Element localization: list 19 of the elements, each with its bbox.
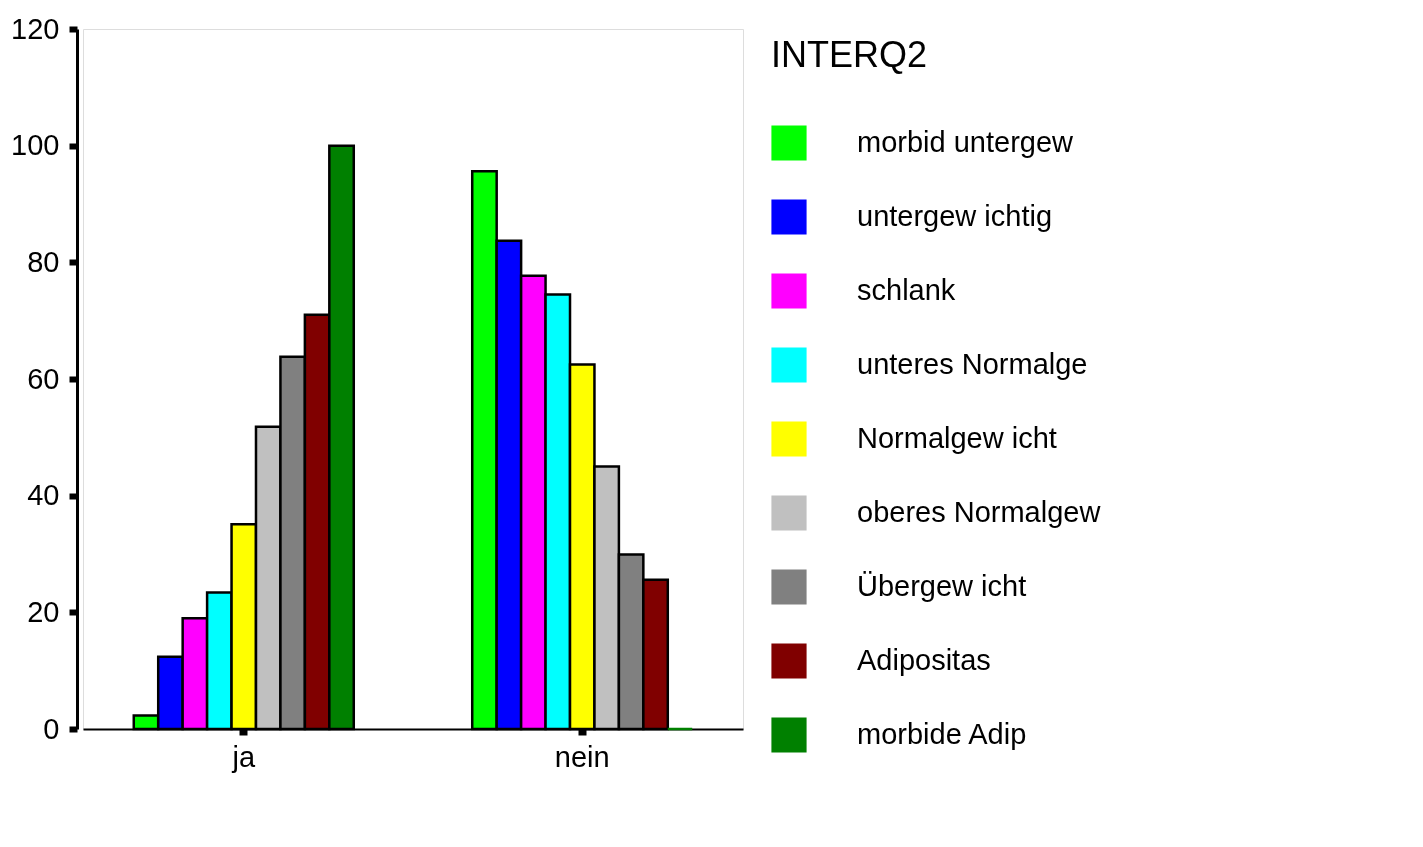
- legend-label: untergew ichtig: [857, 200, 1053, 232]
- legend-label: schlank: [857, 274, 956, 306]
- legend-label: Adipositas: [857, 644, 991, 676]
- y-tick-label: 60: [27, 362, 60, 395]
- legend-label: Übergew icht: [857, 570, 1027, 602]
- y-tick-label: 120: [11, 12, 60, 45]
- legend-label: oberes Normalgew: [857, 496, 1102, 528]
- y-tick-label: 80: [27, 245, 60, 278]
- y-tick-label: 40: [27, 479, 60, 512]
- x-tick-label: nein: [554, 740, 610, 773]
- legend-label: unteres Normalge: [857, 348, 1088, 380]
- y-tick-label: 0: [43, 712, 60, 745]
- legend-label: Normalgew icht: [857, 422, 1057, 454]
- x-tick-label: ja: [231, 740, 256, 773]
- legend-title: INTERQ2: [771, 34, 928, 75]
- y-tick-label: 20: [27, 595, 60, 628]
- legend-label: morbide Adip: [857, 718, 1027, 750]
- y-tick-label: 100: [11, 129, 60, 162]
- legend-label: morbid untergew: [857, 126, 1075, 158]
